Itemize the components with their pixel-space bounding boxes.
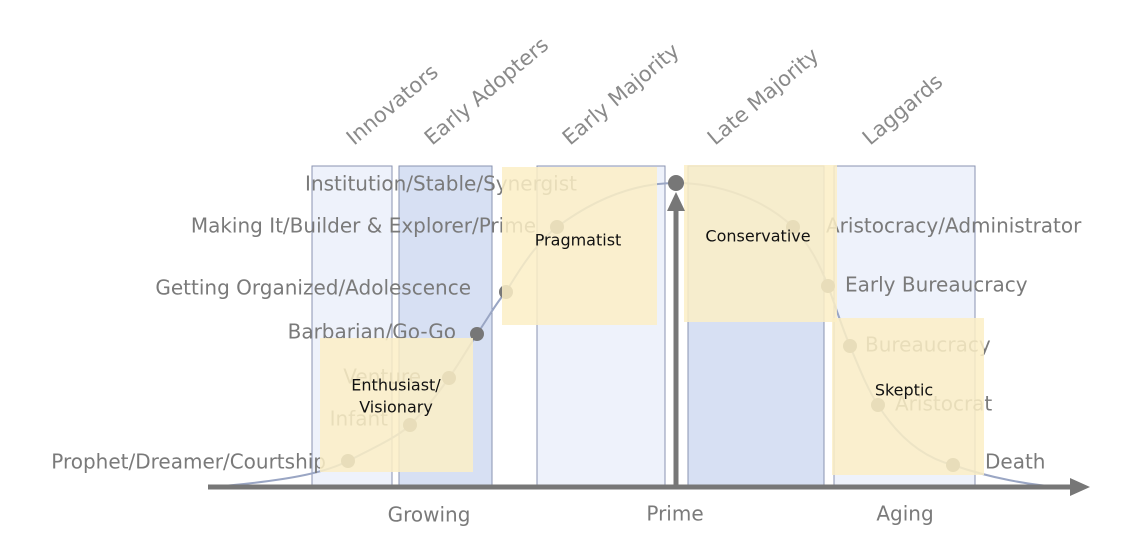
- stage-label: Death: [985, 450, 1045, 474]
- note-text: Conservative: [705, 227, 810, 246]
- sticky-notes: Enthusiast/ Visionary Pragmatist Conserv…: [320, 165, 984, 475]
- stage-label: Making It/Builder & Explorer/Prime: [191, 214, 536, 238]
- axes: [208, 192, 1090, 496]
- arrow-head: [1070, 478, 1090, 496]
- phase-labels: Growing Prime Aging: [388, 502, 934, 527]
- note-text: Skeptic: [875, 381, 933, 400]
- segment-labels: Innovators Early Adopters Early Majority…: [342, 32, 947, 149]
- arrow-head: [667, 192, 685, 211]
- segment-label: Early Adopters: [420, 32, 553, 149]
- stage-label: Getting Organized/Adolescence: [155, 276, 471, 300]
- sticky-note: [502, 167, 657, 325]
- segment-label: Early Majority: [558, 39, 684, 150]
- sticky-note: [832, 318, 984, 475]
- phase-label: Aging: [876, 502, 933, 526]
- point: [668, 175, 684, 191]
- phase-label: Prime: [646, 502, 703, 526]
- phase-label: Growing: [388, 503, 471, 527]
- stage-label: Prophet/Dreamer/Courtship: [51, 450, 326, 474]
- sticky-note: [320, 338, 473, 472]
- segment-label: Laggards: [858, 69, 947, 150]
- stage-label: Early Bureaucracy: [845, 273, 1028, 297]
- note-text: Pragmatist: [535, 231, 622, 250]
- sticky-note: [684, 165, 837, 322]
- point: [470, 327, 484, 341]
- segment-label: Late Majority: [703, 43, 824, 150]
- note-text: Enthusiast/: [351, 376, 441, 395]
- note-text: Visionary: [359, 398, 433, 417]
- stage-label: Aristocracy/Administrator: [826, 214, 1082, 238]
